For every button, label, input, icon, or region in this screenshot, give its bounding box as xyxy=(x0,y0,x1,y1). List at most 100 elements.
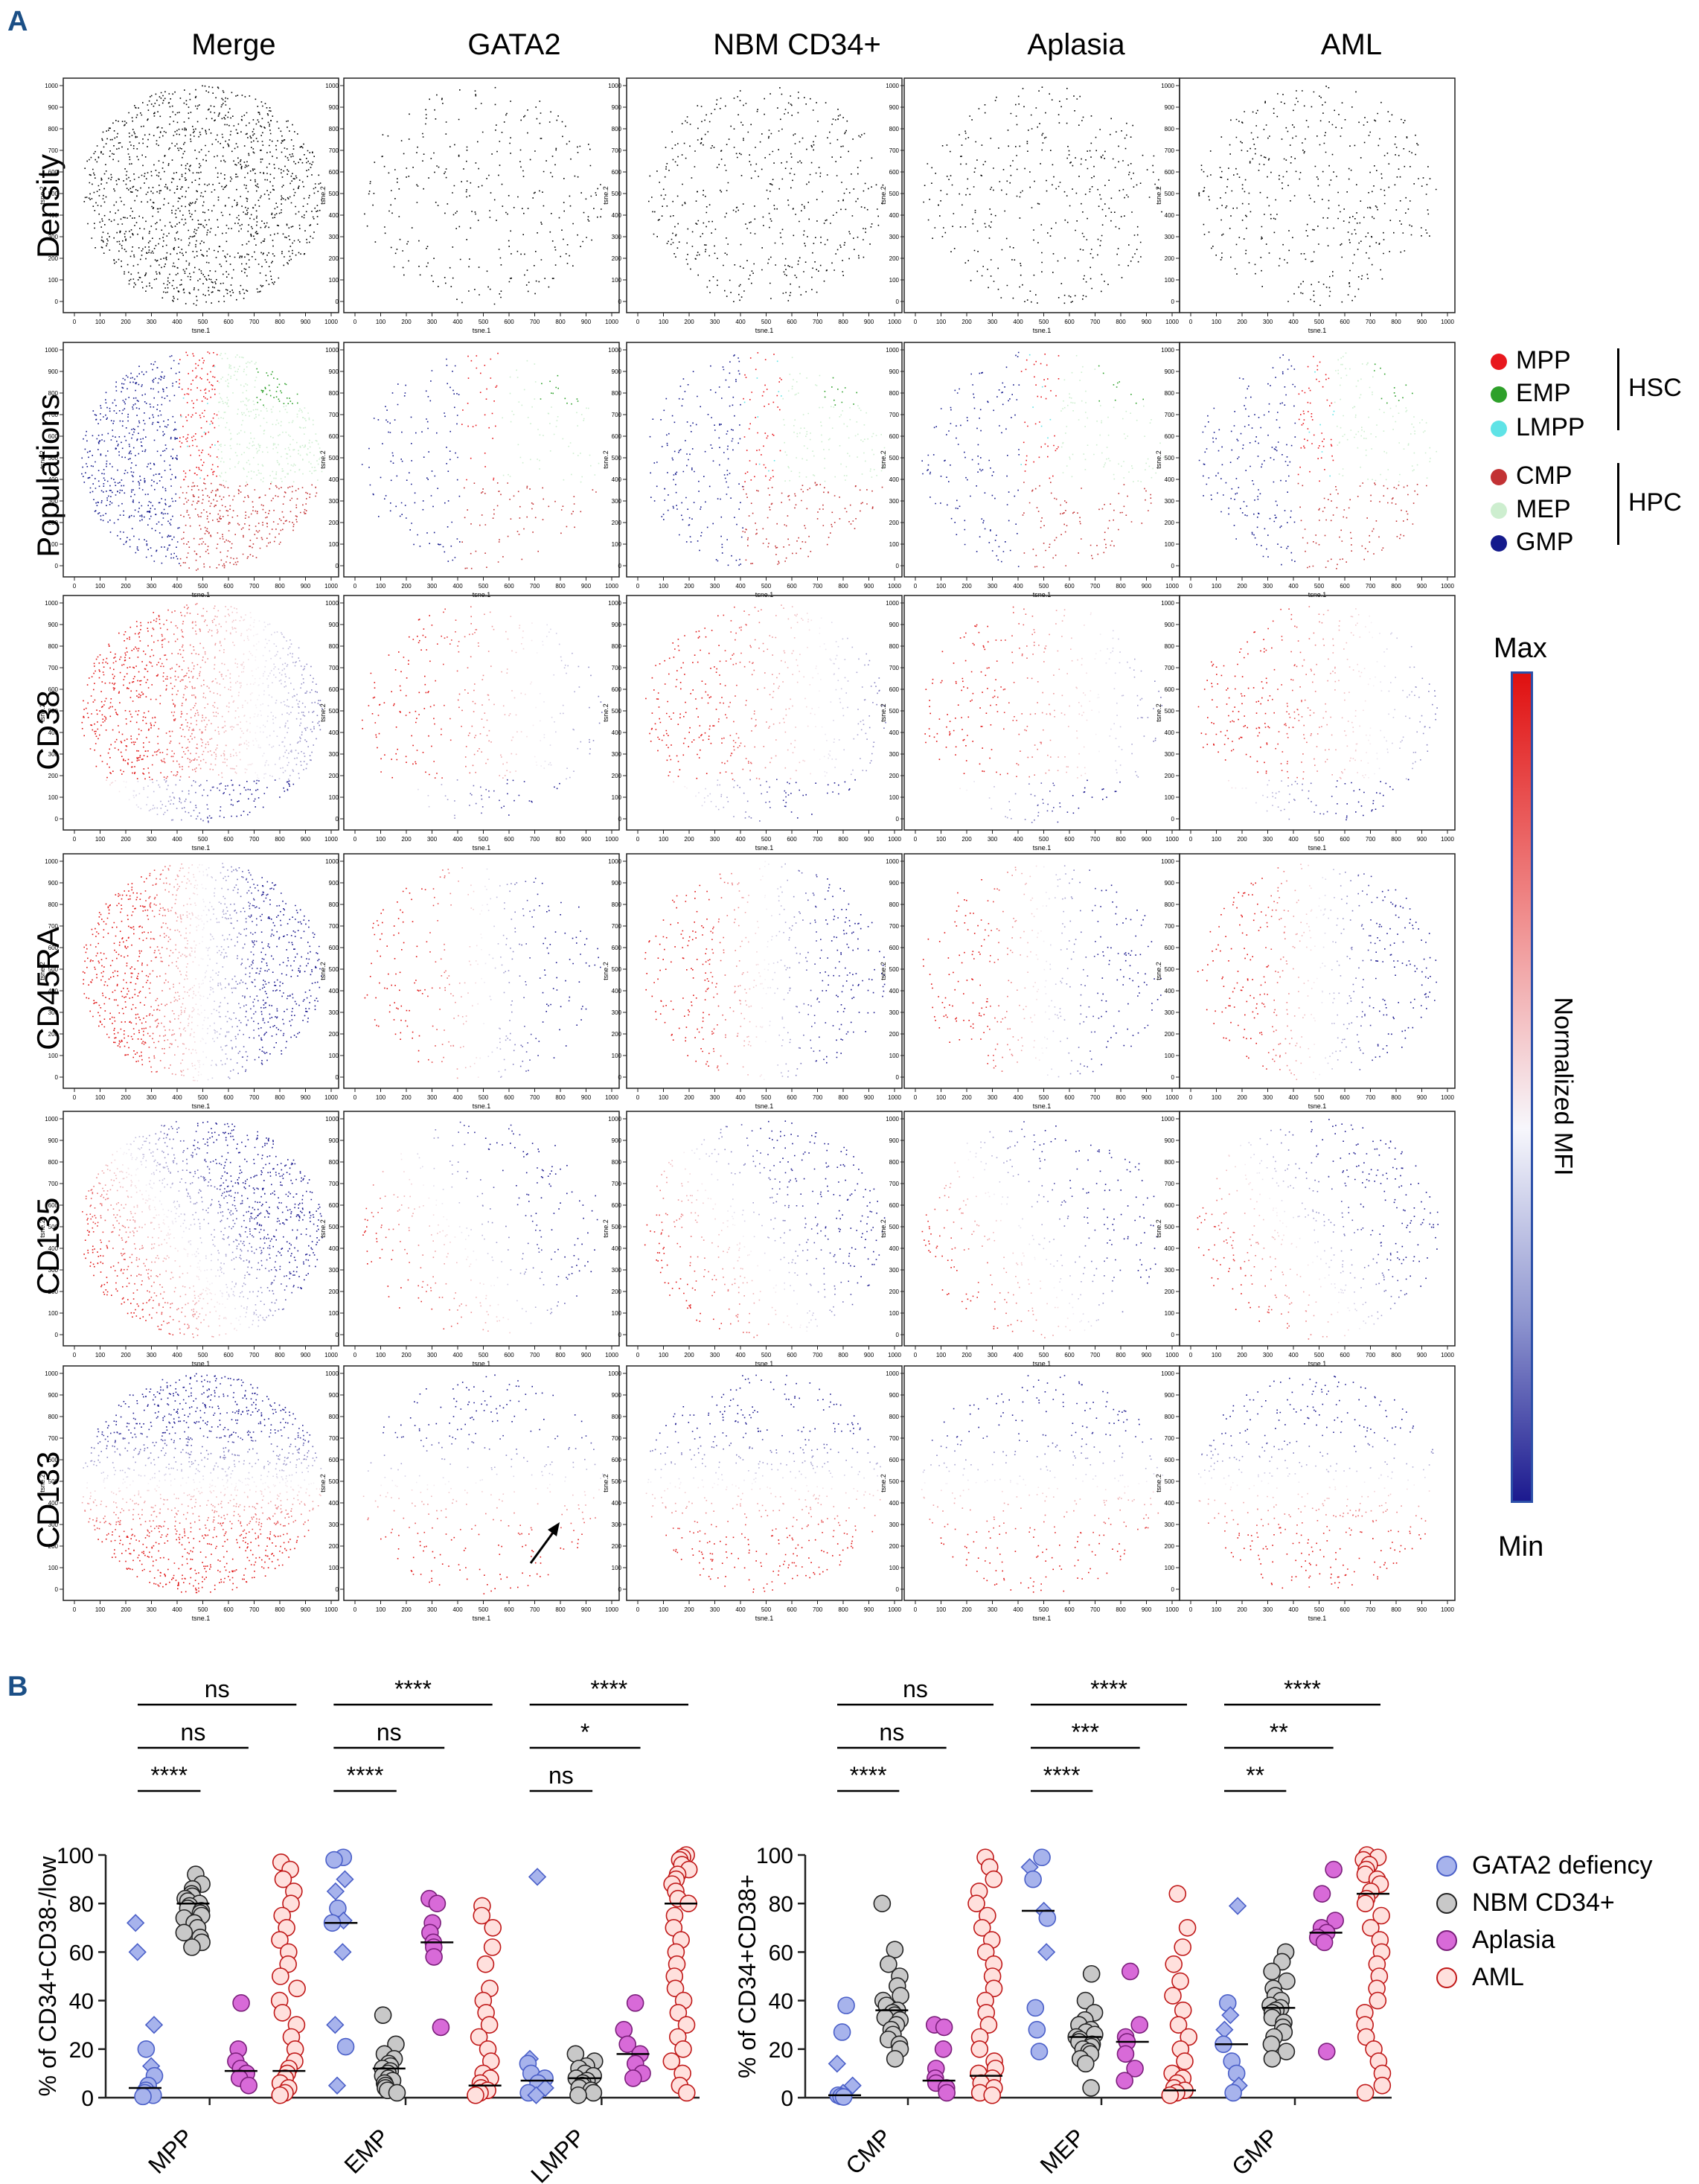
tsne-cell-points xyxy=(124,1437,126,1440)
tsne-cell-points xyxy=(216,1496,217,1498)
tsne-cell-points xyxy=(140,1524,277,1526)
tsne-cell-points xyxy=(167,1498,168,1501)
tsne-cell-points xyxy=(400,1436,403,1438)
y-tick-label: 300 xyxy=(329,1267,339,1274)
tsne-cell-points xyxy=(583,1491,586,1492)
tsne-cell-points xyxy=(820,1230,822,1232)
tsne-cell-points xyxy=(178,1127,268,1261)
tsne-frame xyxy=(343,77,620,313)
tsne-cell-points xyxy=(135,1169,213,1284)
tsne-cell-points xyxy=(150,1198,170,1227)
tsne-cell-points xyxy=(877,1489,879,1492)
x-tick-label: 700 xyxy=(530,836,540,843)
tsne-cell-points xyxy=(287,699,288,700)
tsne-cell-points xyxy=(179,998,180,1000)
y-tick-label: 1000 xyxy=(325,1370,339,1377)
tsne-cell-points xyxy=(528,1070,529,1071)
tsne-cell-points xyxy=(490,1467,493,1469)
tsne-cell-points xyxy=(237,878,238,1027)
tsne-cell-points xyxy=(93,1186,165,1293)
tsne-cell-points xyxy=(205,1449,208,1452)
tsne-cell-points xyxy=(470,1312,473,1313)
tsne-cell-points xyxy=(450,1488,537,1489)
tsne-cell-points xyxy=(787,1070,790,1072)
tsne-cell-points xyxy=(429,660,431,662)
tsne-cell-points xyxy=(116,1448,118,1450)
tsne-cell-points xyxy=(837,645,839,648)
tsne-cell-points xyxy=(812,1315,813,1316)
tsne-cell-points xyxy=(202,680,205,761)
tsne-cell-points xyxy=(810,1461,812,1463)
tsne-cell-points xyxy=(713,1050,715,1053)
tsne-cell-points xyxy=(788,939,790,941)
tsne-cell-points xyxy=(443,663,444,665)
tsne-cell-points xyxy=(921,351,1020,567)
tsne-cell-points xyxy=(205,726,207,749)
tsne-cell-points xyxy=(796,1205,798,1207)
tsne-cell-points xyxy=(1058,668,1060,670)
x-tick-label: 0 xyxy=(636,836,640,843)
x-tick-label: 500 xyxy=(1039,319,1049,325)
tsne-cell-points xyxy=(220,1501,314,1503)
tsne-cell-points xyxy=(196,720,197,722)
x-tick-label: 400 xyxy=(452,319,463,325)
tsne-cell-points xyxy=(207,817,208,818)
tsne-cell-points xyxy=(774,1178,776,1180)
tsne-cell-points xyxy=(554,1437,556,1440)
tsne-cell-points xyxy=(174,675,176,720)
tsne-cell-points xyxy=(112,1184,153,1245)
x-tick-label: 1000 xyxy=(324,583,338,590)
tsne-cell-points xyxy=(797,817,799,819)
tsne-cell-points xyxy=(694,1289,696,1291)
tsne-cell-points xyxy=(814,1472,816,1474)
tsne-cell-points xyxy=(223,755,225,757)
tsne-cell-points xyxy=(191,1463,269,1466)
tsne-cell-points xyxy=(838,1522,839,1524)
tsne-cell-points xyxy=(188,1461,190,1463)
tsne-cell-points xyxy=(115,1440,306,1442)
tsne-cell-points xyxy=(727,1290,750,1324)
tsne-cell-points xyxy=(173,686,176,687)
tsne-cell-points xyxy=(173,703,175,705)
tsne-cell-points xyxy=(167,1168,246,1286)
tsne-cell-points xyxy=(188,1228,191,1230)
tsne-cell-points xyxy=(165,1216,167,1218)
tsne-cell-points xyxy=(213,786,214,788)
tsne-cell-points xyxy=(144,1140,261,1316)
tsne-cell-points xyxy=(220,1266,221,1268)
tsne-cell-points xyxy=(235,869,237,1048)
tsne-cell-points xyxy=(235,1505,237,1507)
tsne-cell-points xyxy=(262,885,263,1048)
tsne-cell-points xyxy=(449,1160,451,1162)
tsne-cell-points xyxy=(258,1035,260,1037)
x-tick-label: 900 xyxy=(301,1094,311,1101)
tsne-cell-points xyxy=(665,1213,667,1215)
tsne-cell-points xyxy=(84,1510,173,1511)
tsne-cell-points xyxy=(155,1133,251,1276)
tsne-cell-points xyxy=(171,1073,173,1075)
tsne-cell-points xyxy=(132,1456,134,1458)
tsne-cell-points xyxy=(214,1229,215,1230)
tsne-cell-points xyxy=(100,1203,161,1295)
tsne-cell-points xyxy=(319,721,320,723)
tsne-cell-points xyxy=(187,940,188,965)
tsne-cell-points xyxy=(283,636,284,757)
tsne-cell-points xyxy=(303,769,304,770)
tsne-cell-points xyxy=(208,909,210,910)
tsne-cell-points xyxy=(717,615,719,617)
tsne-cell-points xyxy=(488,796,490,798)
tsne-cell-points xyxy=(175,784,177,786)
tsne-cell-points xyxy=(264,626,266,766)
tsne-cell-points xyxy=(206,1504,306,1506)
tsne-cell-points xyxy=(127,1219,128,1221)
tsne-cell-points xyxy=(142,1303,144,1304)
tsne-cell-points xyxy=(105,1521,278,1522)
tsne-cell-points xyxy=(181,863,182,1073)
tsne-cell-points xyxy=(138,1493,321,1495)
tsne-cell-points xyxy=(454,817,455,819)
tsne-cell-points xyxy=(488,699,490,742)
tsne-cell-points xyxy=(735,919,736,992)
tsne-cell-points xyxy=(431,745,432,747)
tsne-cell-points xyxy=(743,1018,746,1042)
tsne-cell-points xyxy=(758,1467,760,1469)
